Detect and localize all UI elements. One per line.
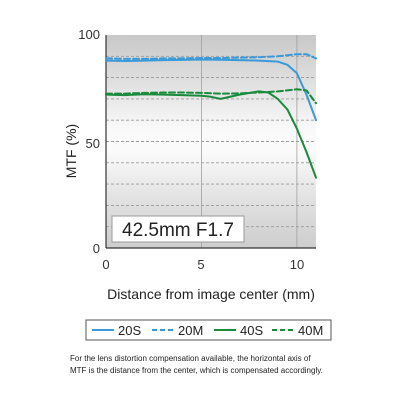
footnote: For the lens distortion compensation ava… — [70, 353, 410, 377]
y-tick-label-0: 0 — [93, 241, 100, 256]
series-line-20s — [105, 58, 317, 122]
footnote-line-2: MTF is the distance from the center, whi… — [70, 366, 323, 375]
x-tick-label-0: 0 — [102, 257, 109, 272]
lens-annotation: 42.5mm F1.7 — [122, 220, 234, 241]
series-line-40m — [105, 88, 317, 105]
x-tick-label-5: 5 — [197, 257, 204, 272]
legend-label-40m: 40M — [298, 323, 323, 338]
series-line-20m — [105, 53, 317, 60]
vertical-grid-lines — [201, 35, 298, 248]
legend-label-40s: 40S — [240, 323, 263, 338]
y-tick-label-50: 50 — [86, 136, 100, 151]
series-layer — [105, 53, 317, 179]
x-axis-title: Distance from image center (mm) — [107, 286, 315, 302]
x-tick-label-10: 10 — [290, 257, 304, 272]
y-axis-title: MTF (%) — [63, 124, 79, 178]
lens-annotation-box — [111, 215, 245, 243]
series-line-40s — [105, 90, 317, 179]
legend-label-20m: 20M — [178, 323, 203, 338]
legend-items: 20S 20M 40S 40M — [92, 323, 323, 338]
footnote-line-1: For the lens distortion compensation ava… — [70, 354, 311, 363]
legend — [85, 319, 332, 341]
legend-label-20s: 20S — [118, 323, 141, 338]
y-tick-label-100: 100 — [78, 27, 100, 42]
